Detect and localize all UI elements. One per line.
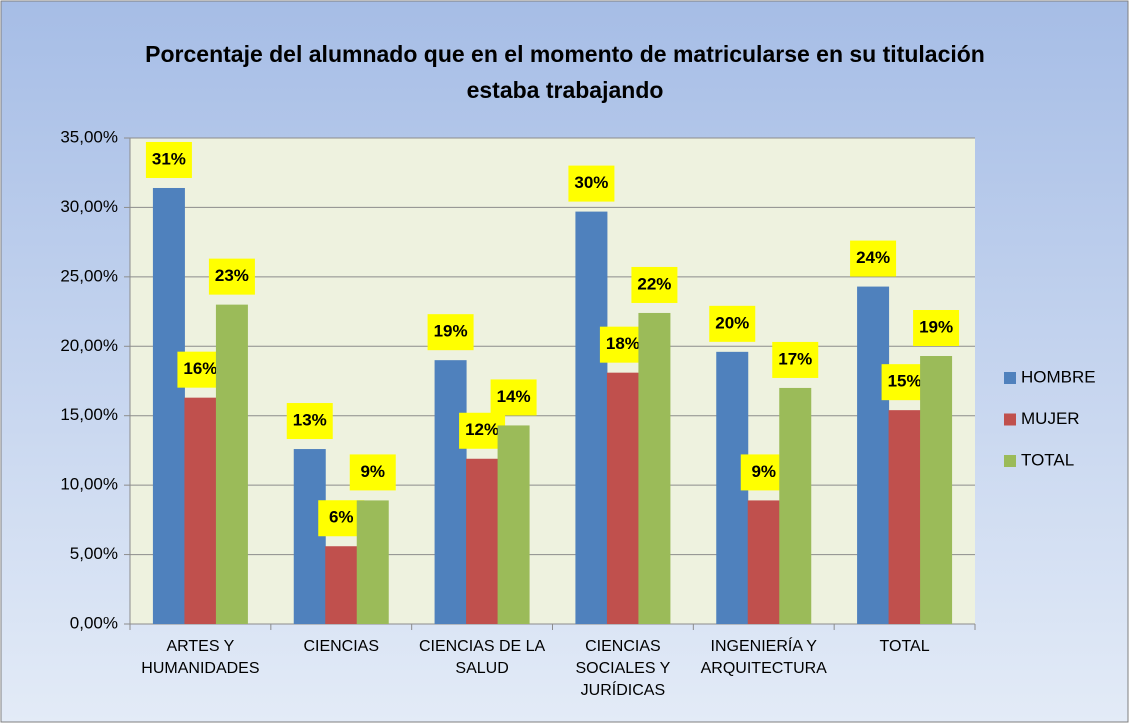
bar	[779, 387, 812, 624]
value-label: 6%	[329, 508, 354, 527]
value-label: 18%	[606, 334, 640, 353]
plot-area	[130, 138, 975, 624]
value-label-box	[850, 240, 897, 277]
value-label-box	[772, 341, 819, 378]
value-label: 13%	[293, 411, 327, 430]
value-label-box	[881, 364, 928, 401]
value-label-box	[459, 412, 506, 449]
x-tick-label: INGENIERÍA Y ARQUITECTURA	[700, 638, 827, 677]
value-label: 24%	[856, 248, 890, 267]
value-label: 19%	[434, 322, 468, 341]
value-label-box	[490, 379, 537, 416]
value-label-box	[599, 326, 646, 363]
y-tick-label: 20,00%	[60, 336, 118, 355]
legend-label: HOMBRE	[1021, 367, 1096, 386]
value-label: 23%	[215, 266, 249, 285]
legend-label: TOTAL	[1021, 450, 1074, 469]
value-label: 30%	[574, 173, 608, 192]
bar	[152, 187, 185, 624]
value-label: 14%	[497, 387, 531, 406]
bar	[356, 500, 389, 624]
y-tick-label: 35,00%	[60, 127, 118, 146]
value-label-box	[913, 310, 960, 347]
x-tick-label: CIENCIAS	[303, 638, 380, 655]
value-label-box	[631, 266, 678, 303]
bar	[293, 449, 326, 624]
value-label-box	[145, 141, 192, 178]
value-label-box	[349, 454, 396, 491]
value-label-box	[427, 314, 474, 351]
bar	[497, 425, 530, 624]
x-tick-label: ARTES Y HUMANIDADES	[141, 638, 260, 677]
x-tick-label: CIENCIAS DE LA SALUD	[418, 638, 546, 677]
bar	[434, 360, 467, 624]
bar	[466, 458, 499, 624]
bar	[920, 356, 953, 624]
y-tick-label: 5,00%	[70, 544, 118, 563]
bar	[857, 286, 890, 624]
legend-swatch	[1004, 372, 1016, 384]
legend-label: MUJER	[1021, 409, 1080, 428]
bar	[747, 500, 780, 624]
value-label-box	[740, 454, 787, 491]
value-label: 9%	[360, 462, 385, 481]
y-tick-label: 10,00%	[60, 475, 118, 494]
value-label-box	[709, 305, 756, 342]
value-label-box	[208, 258, 255, 295]
x-tick-label: CIENCIAS SOCIALES Y JURÍDICAS	[575, 638, 671, 699]
bar	[888, 410, 921, 624]
value-label: 9%	[751, 462, 776, 481]
y-tick-label: 25,00%	[60, 266, 118, 285]
bar	[638, 312, 671, 624]
y-tick-label: 0,00%	[70, 613, 118, 632]
value-label: 31%	[152, 149, 186, 168]
legend-swatch	[1004, 455, 1016, 467]
value-label: 12%	[465, 420, 499, 439]
value-label: 19%	[919, 317, 953, 336]
y-tick-label: 15,00%	[60, 405, 118, 424]
y-tick-label: 30,00%	[60, 197, 118, 216]
value-label-box	[318, 500, 365, 537]
value-label-box	[177, 351, 224, 388]
bar	[184, 397, 217, 624]
value-label-box	[286, 403, 333, 440]
bar	[325, 546, 358, 624]
value-label: 15%	[888, 372, 922, 391]
value-label: 16%	[183, 359, 217, 378]
bar	[606, 372, 639, 624]
value-label: 22%	[637, 274, 671, 293]
bar	[575, 211, 608, 624]
value-label: 20%	[715, 313, 749, 332]
x-tick-label: TOTAL	[879, 638, 930, 655]
value-label: 17%	[778, 349, 812, 368]
bar	[215, 304, 248, 624]
value-label-box	[568, 165, 615, 202]
legend-swatch	[1004, 413, 1016, 426]
chart-title: Porcentaje del alumnado que en el moment…	[145, 41, 985, 103]
